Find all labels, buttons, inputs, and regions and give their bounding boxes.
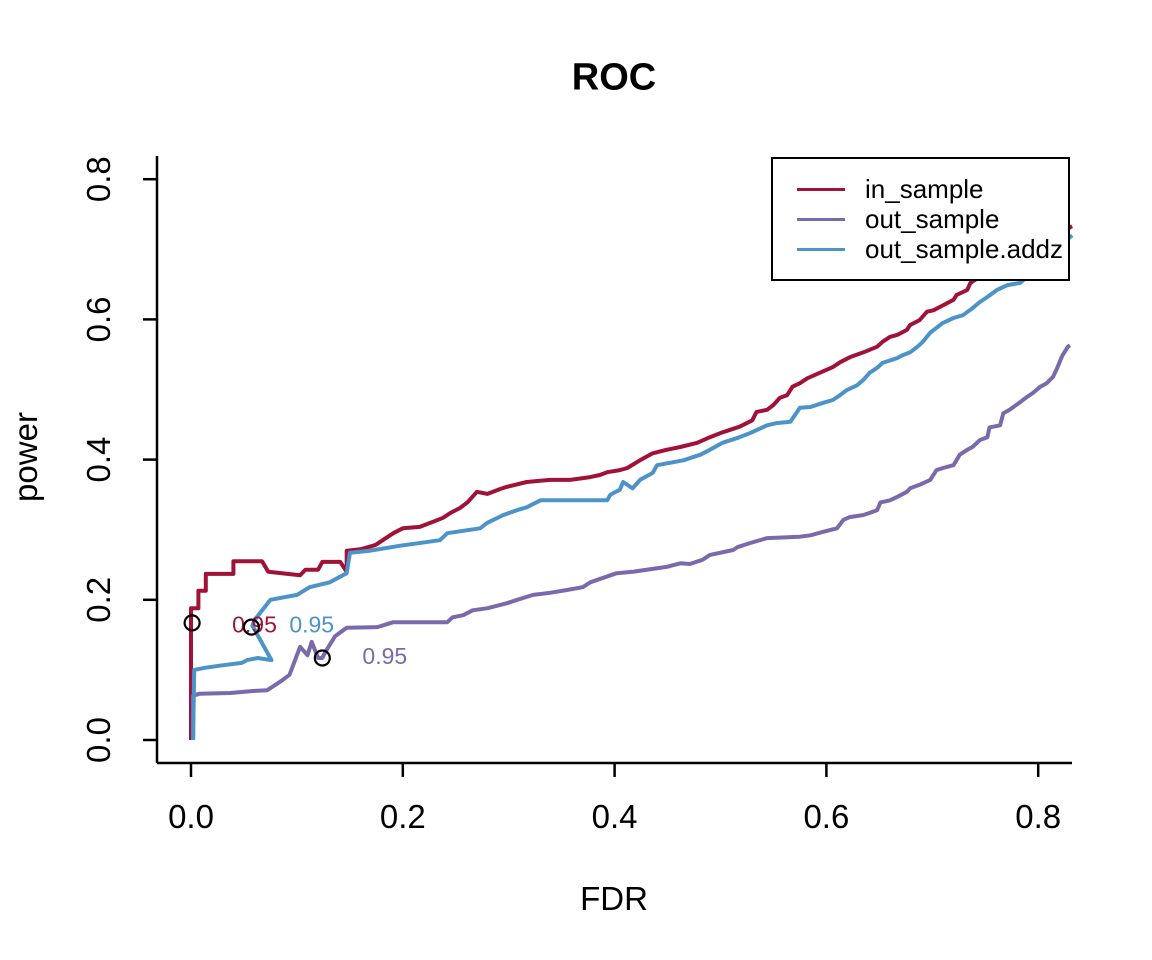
x-axis-tick-label: 0.4	[592, 798, 638, 835]
legend-label-out-sample-addz: out_sample.addz	[865, 234, 1064, 264]
x-axis-tick-label: 0.8	[1015, 798, 1061, 835]
y-axis-title: power	[7, 412, 44, 502]
series-line-in_sample	[189, 224, 1073, 740]
legend: in_sample out_sample out_sample.addz	[771, 157, 1070, 281]
legend-label-out-sample: out_sample	[865, 204, 1000, 234]
x-axis-title: FDR	[580, 880, 648, 917]
legend-line-swatch-out-sample	[797, 217, 845, 221]
y-axis-tick-label: 0.2	[80, 577, 117, 623]
y-axis-tick-label: 0.4	[80, 437, 117, 483]
threshold-label-out_sample.addz: 0.95	[289, 611, 334, 637]
chart-title: ROC	[571, 56, 657, 99]
legend-row-in-sample: in_sample	[773, 174, 1068, 204]
threshold-marker-in_sample	[183, 614, 201, 632]
x-axis-tick-label: 0.0	[168, 798, 214, 835]
threshold-marker-out_sample	[313, 649, 331, 667]
legend-line-swatch-in-sample	[797, 187, 845, 191]
x-axis-tick-label: 0.2	[380, 798, 426, 835]
legend-row-out-sample: out_sample	[773, 204, 1068, 234]
x-axis-tick-label: 0.6	[803, 798, 849, 835]
series-line-out_sample	[191, 343, 1072, 740]
threshold-marker-out_sample.addz	[242, 618, 260, 636]
y-axis-tick-label: 0.6	[80, 296, 117, 342]
legend-label-in-sample: in_sample	[865, 174, 984, 204]
legend-line-swatch-out-sample-addz	[797, 247, 845, 251]
y-axis-tick-label: 0.0	[80, 717, 117, 763]
threshold-label-out_sample: 0.95	[362, 643, 407, 669]
y-axis-tick-label: 0.8	[80, 156, 117, 202]
series-line-out_sample.addz	[191, 233, 1074, 741]
legend-row-out-sample-addz: out_sample.addz	[773, 234, 1068, 264]
